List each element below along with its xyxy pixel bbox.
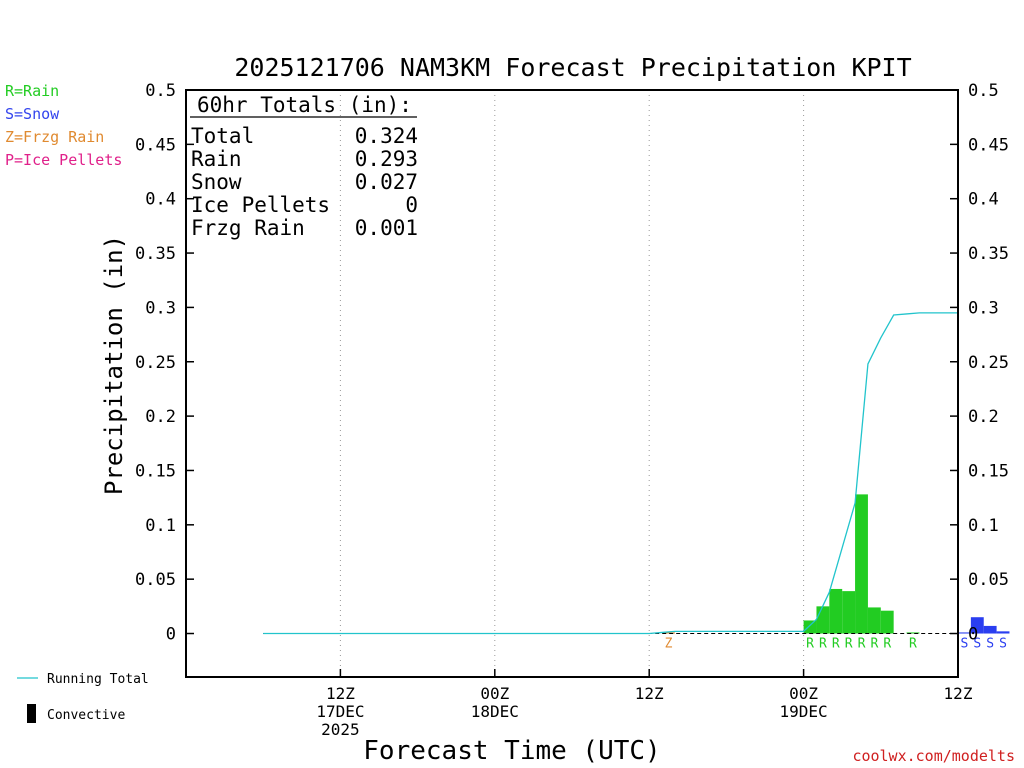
x-tick-label: 12Z <box>635 684 664 703</box>
y-tick-label-left: 0.35 <box>135 244 176 264</box>
chart-title: 2025121706 NAM3KM Forecast Precipitation… <box>234 53 911 82</box>
y-tick-label-right: 0.45 <box>968 135 1009 155</box>
type-legend-item: S=Snow <box>5 105 60 123</box>
y-tick-label-right: 0.2 <box>968 407 999 427</box>
precip-type-label: R <box>832 637 840 652</box>
totals-row-value: 0 <box>405 193 418 217</box>
y-tick-label-left: 0.05 <box>135 570 176 590</box>
totals-header: 60hr Totals (in): <box>197 93 412 117</box>
y-tick-label-right: 0.3 <box>968 298 999 318</box>
totals-row-value: 0.027 <box>355 170 418 194</box>
y-tick-label-right: 0.4 <box>968 190 999 210</box>
x-tick-label: 00Z <box>789 684 818 703</box>
precip-type-label: R <box>845 637 853 652</box>
precip-type-label: R <box>858 637 866 652</box>
y-tick-label-right: 0.15 <box>968 461 1009 481</box>
precip-bar <box>983 625 997 634</box>
y-tick-label-right: 0.25 <box>968 353 1009 373</box>
precip-type-label: S <box>999 637 1007 652</box>
y-tick-label-right: 0.35 <box>968 244 1009 264</box>
x-tick-label: 19DEC <box>780 702 828 721</box>
precip-type-label: Z <box>665 637 673 652</box>
precip-bar <box>662 632 675 634</box>
y-tick-label-left: 0.2 <box>145 407 176 427</box>
running-total-line-layer <box>263 282 959 635</box>
precip-bar <box>842 591 856 634</box>
precip-bar <box>855 494 868 634</box>
totals-row-label: Rain <box>191 147 242 171</box>
y-tick-label-right: 0 <box>968 625 978 645</box>
x-tick-label: 12Z <box>326 684 355 703</box>
precip-type-label: S <box>986 637 994 652</box>
y-tick-label-left: 0.15 <box>135 461 176 481</box>
y-tick-label-left: 0.1 <box>145 516 176 536</box>
type-legend-item: P=Ice Pellets <box>5 151 122 169</box>
precip-type-label: R <box>806 637 814 652</box>
running-total-legend-label: Running Total <box>47 672 149 687</box>
precip-type-label: S <box>973 637 981 652</box>
totals-row-value: 0.324 <box>355 124 418 148</box>
x-tick-label: 2025 <box>321 720 360 739</box>
precip-bar <box>816 606 830 634</box>
precip-type-label: R <box>870 637 878 652</box>
x-tick-label: 17DEC <box>316 702 364 721</box>
precip-bar <box>970 617 984 634</box>
y-tick-label-left: 0.45 <box>135 135 176 155</box>
precip-bar <box>829 588 843 634</box>
totals-row-label: Snow <box>191 170 242 194</box>
running-total-line <box>263 282 959 635</box>
type-legend-item: R=Rain <box>5 82 59 100</box>
precip-type-label: R <box>819 637 827 652</box>
totals-row-label: Frzg Rain <box>191 216 305 240</box>
precip-bar <box>867 607 881 634</box>
y-tick-label-left: 0 <box>166 625 176 645</box>
type-legend-item: Z=Frzg Rain <box>5 128 104 146</box>
convective-legend-label: Convective <box>47 708 125 723</box>
credit-text: coolwx.com/modelts <box>852 747 1015 765</box>
y-tick-label-left: 0.5 <box>145 81 176 101</box>
labels-layer: Z R R R R R R R R S S S S0 00.05 0.050.1 0.10.15 0.150.2… <box>5 53 1015 766</box>
x-tick-label: 18DEC <box>471 702 519 721</box>
totals-row-label: Ice Pellets <box>191 193 330 217</box>
plot-frame <box>185 89 959 678</box>
precip-type-label: R <box>883 637 891 652</box>
bars-layer <box>662 494 1010 634</box>
y-tick-label-right: 0.05 <box>968 570 1009 590</box>
precip-bar <box>803 620 817 634</box>
precip-bar <box>996 631 1010 634</box>
precip-type-label: S <box>961 637 969 652</box>
convective-legend-swatch <box>27 704 36 723</box>
y-tick-label-left: 0.25 <box>135 353 176 373</box>
y-tick-label-left: 0.4 <box>145 190 176 210</box>
y-tick-label-left: 0.3 <box>145 298 176 318</box>
y-tick-label-right: 0.1 <box>968 516 999 536</box>
totals-row-label: Total <box>191 124 254 148</box>
axes <box>185 89 959 678</box>
precip-type-label: R <box>909 637 917 652</box>
totals-row-value: 0.293 <box>355 147 418 171</box>
precip-bar <box>906 632 920 634</box>
precip-bar <box>880 610 894 634</box>
y-tick-label-right: 0.5 <box>968 81 999 101</box>
x-axis-title: Forecast Time (UTC) <box>363 736 660 766</box>
totals-row-value: 0.001 <box>355 216 418 240</box>
precip-bar <box>958 632 971 634</box>
x-tick-label: 00Z <box>480 684 509 703</box>
y-axis-title: Precipitation (in) <box>100 235 128 495</box>
x-tick-label: 12Z <box>944 684 973 703</box>
